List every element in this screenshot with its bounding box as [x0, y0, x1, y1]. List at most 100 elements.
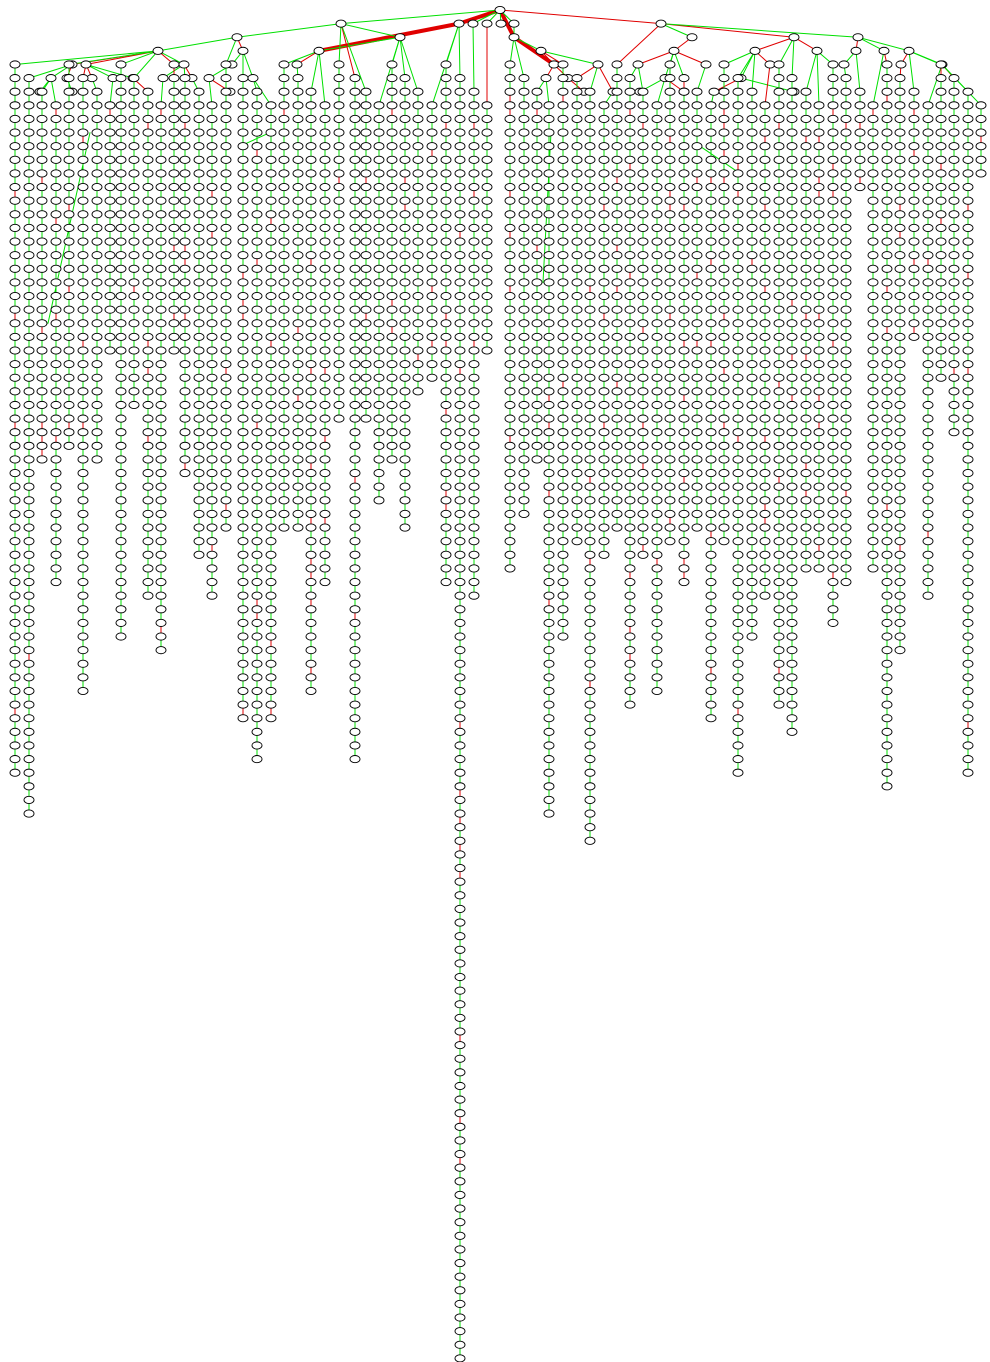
tree-node [557, 550, 569, 559]
tree-node [155, 319, 167, 328]
tree-node [115, 591, 127, 600]
tree-node [624, 605, 636, 614]
tree-node [759, 305, 771, 314]
tree-node [611, 332, 623, 341]
tree-node [305, 686, 317, 696]
tree-node [77, 387, 89, 396]
tree-node [786, 155, 798, 164]
tree-node [624, 291, 636, 301]
tree-node [206, 523, 218, 532]
tree-node [746, 360, 758, 369]
tree-node [518, 223, 530, 232]
tree-node [732, 264, 744, 273]
tree-node [373, 155, 385, 164]
tree-node [624, 482, 636, 491]
tree-node [193, 142, 205, 151]
tree-node [557, 428, 569, 437]
tree-node [251, 700, 263, 709]
tree-node [142, 455, 154, 464]
tree-node [705, 360, 717, 369]
tree-node [155, 577, 167, 587]
tree-node [168, 305, 180, 314]
tree-node [468, 87, 480, 96]
tree-node [9, 455, 21, 464]
tree-node [77, 686, 89, 696]
tree-node [168, 101, 180, 110]
tree-node [333, 332, 345, 341]
tree-node [251, 482, 263, 491]
tree-node [128, 196, 140, 205]
tree-node [292, 128, 304, 137]
tree-node [746, 114, 758, 124]
tree-node [664, 223, 676, 232]
tree-node [292, 101, 304, 110]
tree-node [115, 400, 127, 410]
tree-node [349, 700, 361, 709]
tree-node [168, 319, 180, 328]
tree-edge [133, 50, 159, 79]
tree-node [91, 278, 103, 287]
tree-node [349, 196, 361, 205]
tree-node [142, 155, 154, 164]
tree-node [237, 523, 249, 532]
tree-node [531, 169, 543, 178]
tree-node [678, 264, 690, 273]
tree-node [718, 319, 730, 328]
tree-node [454, 1354, 466, 1362]
tree-node [412, 291, 424, 301]
tree-node [373, 482, 385, 491]
tree-node [651, 482, 663, 491]
tree-node [759, 155, 771, 164]
tree-node [77, 155, 89, 164]
tree-node [168, 87, 180, 96]
tree-edge [458, 9, 501, 25]
tree-node [481, 210, 493, 219]
tree-node [571, 223, 583, 232]
tree-node [598, 128, 610, 137]
tree-node [759, 441, 771, 450]
tree-node [291, 60, 303, 69]
tree-node [440, 400, 452, 410]
tree-node [237, 550, 249, 559]
tree-node [91, 264, 103, 273]
tree-edge [855, 50, 861, 93]
tree-node [319, 360, 331, 369]
tree-node [155, 646, 167, 655]
tree-node [426, 223, 438, 232]
tree-node [319, 400, 331, 410]
tree-node [468, 319, 480, 328]
tree-node [23, 605, 35, 614]
tree-node [278, 387, 290, 396]
tree-node [678, 441, 690, 450]
tree-node [759, 169, 771, 178]
tree-node [637, 360, 649, 369]
tree-node [637, 183, 649, 192]
tree-node [412, 360, 424, 369]
tree-node [557, 183, 569, 192]
tree-node [440, 223, 452, 232]
tree-node [584, 223, 596, 232]
tree-node [128, 251, 140, 260]
tree-node [251, 305, 263, 314]
tree-node [440, 414, 452, 423]
tree-node [651, 155, 663, 164]
tree-node [399, 387, 411, 396]
tree-node [386, 251, 398, 260]
tree-node [412, 128, 424, 137]
tree-node [454, 223, 466, 232]
tree-node [504, 414, 516, 423]
tree-node [9, 223, 21, 232]
tree-node [454, 918, 466, 927]
tree-node [265, 673, 277, 682]
tree-node [468, 591, 480, 600]
tree-node [786, 196, 798, 205]
tree-node [481, 196, 493, 205]
tree-node [319, 523, 331, 532]
tree-node [305, 455, 317, 464]
tree-node [732, 523, 744, 532]
tree-node [115, 605, 127, 614]
tree-node [9, 360, 21, 369]
tree-node [292, 183, 304, 192]
tree-node [36, 360, 48, 369]
tree-node [23, 400, 35, 410]
